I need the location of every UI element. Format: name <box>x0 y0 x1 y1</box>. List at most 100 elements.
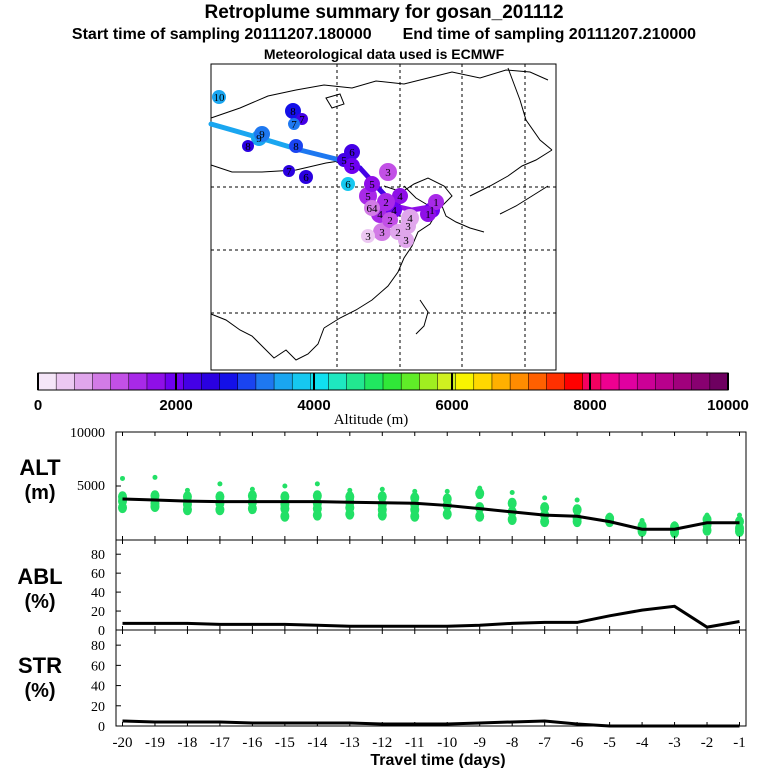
map-grid <box>211 64 556 370</box>
plume-track-segment <box>297 147 343 163</box>
plume-marker-label: 7 <box>299 114 305 126</box>
alt-point <box>377 491 387 503</box>
colorbar-cell <box>509 372 529 391</box>
colorbar-tick-label: 2000 <box>159 397 192 414</box>
plume-marker-label: 6 <box>345 179 351 191</box>
met-data-line: Meteorological data used is ECMWF <box>263 46 505 62</box>
lake-baikal <box>325 93 345 109</box>
abl-tick-label: 80 <box>91 548 105 563</box>
alt-point <box>442 508 452 520</box>
plume-marker <box>382 212 398 228</box>
colorbar-cell <box>655 372 675 391</box>
alt-point <box>119 475 125 481</box>
plume-marker <box>379 163 397 181</box>
colorbar-cell <box>237 372 257 391</box>
alt-point <box>152 474 158 480</box>
colorbar-cell <box>164 372 184 391</box>
alt-point <box>215 504 225 516</box>
str-tick-label: 40 <box>91 680 105 695</box>
alt-point <box>247 503 257 515</box>
plume-marker-label: 10 <box>214 92 226 104</box>
plume-marker <box>420 206 436 222</box>
colorbar-cell <box>582 372 602 391</box>
abl-units: (%) <box>24 591 55 613</box>
plume-marker <box>242 140 254 152</box>
colorbar-cell <box>437 372 457 391</box>
plume-marker-label: 64 <box>367 203 379 215</box>
colorbar-tick-label: 8000 <box>573 397 606 414</box>
plume-marker-label: 8 <box>290 106 296 118</box>
alt-point <box>507 513 517 525</box>
colorbar-cell <box>364 372 384 391</box>
plume-marker <box>299 170 313 184</box>
alt-mean-line <box>122 497 740 531</box>
x-tick-label: -7 <box>538 735 551 751</box>
x-tick-label: -4 <box>636 735 649 751</box>
alt-tick-label: 10000 <box>70 426 105 441</box>
alt-point <box>444 488 450 494</box>
alt-point <box>475 510 485 522</box>
plume-marker-label: 2 <box>383 197 389 209</box>
chart-title: Retroplume summary for gosan_201112 <box>204 2 564 23</box>
alt-point <box>312 490 322 502</box>
colorbar-cell <box>600 372 620 391</box>
alt-point <box>574 497 580 503</box>
colorbar-cell <box>92 372 112 391</box>
abl-tick-label: 60 <box>91 567 105 582</box>
x-tick-label: -1 <box>733 735 746 751</box>
colorbar-cell <box>691 372 711 391</box>
alt-tick-label: 5000 <box>77 479 105 494</box>
colorbar-cell <box>328 372 348 391</box>
plume-marker <box>344 158 360 174</box>
x-tick-label: -3 <box>668 735 681 751</box>
colorbar-cell <box>473 372 493 391</box>
abl-tick-label: 0 <box>98 624 105 639</box>
plume-marker-label: 2 <box>387 215 393 227</box>
colorbar-cell <box>201 372 221 391</box>
str-units: (%) <box>24 680 55 702</box>
plume-marker <box>364 176 380 192</box>
plume-marker-label: 1 <box>429 205 435 217</box>
colorbar-cell <box>146 372 166 391</box>
plume-marker-label: 5 <box>365 191 371 203</box>
alt-point <box>217 481 223 487</box>
colorbar-tick-label: 10000 <box>707 397 749 414</box>
end-time-text: End time of sampling 20111207.210000 <box>402 26 697 43</box>
alt-point <box>735 525 745 537</box>
x-tick-label: -17 <box>210 735 230 751</box>
alt-point <box>702 524 712 536</box>
x-tick-label: -9 <box>473 735 486 751</box>
plume-marker-label: 7 <box>286 166 292 178</box>
plume-marker-label: 3 <box>405 221 411 233</box>
plume-marker-label: 3 <box>365 231 371 243</box>
plume-marker-label: 9 <box>259 129 265 141</box>
str-tick-label: 60 <box>91 659 105 674</box>
str-tick-label: 20 <box>91 700 105 715</box>
str-tick-label: 0 <box>98 720 105 735</box>
plume-marker <box>373 223 391 241</box>
plume-marker-label: 7 <box>291 119 297 131</box>
alt-point <box>540 516 550 528</box>
str-panel: STR (%) 0 20 40 60 80 <box>18 629 747 735</box>
colorbar-cell <box>709 372 729 391</box>
start-time-text: Start time of sampling 20111207.180000 <box>71 26 372 43</box>
alt-point <box>280 503 290 515</box>
colorbar-cell <box>255 372 275 391</box>
x-tick-label: -11 <box>405 735 424 751</box>
x-tick-label: -10 <box>437 735 457 751</box>
plume-marker-label: 2 <box>395 227 401 239</box>
colorbar-cell <box>37 372 57 391</box>
plume-marker <box>289 139 303 153</box>
plume-marker-label: 1 <box>433 197 439 209</box>
altitude-colorbar: 0 2000 4000 6000 8000 10000 Altitude (m) <box>34 372 749 428</box>
plume-marker-label: 6 <box>303 172 309 184</box>
plume-marker-label: 5 <box>349 161 355 173</box>
sampling-times: Start time of sampling 20111207.180000 E… <box>0 26 768 44</box>
alt-point <box>572 504 582 516</box>
str-line <box>122 719 740 728</box>
border-west <box>210 159 347 173</box>
colorbar-cell <box>528 372 548 391</box>
alt-point <box>117 502 127 514</box>
x-tick-label: -15 <box>275 735 295 751</box>
